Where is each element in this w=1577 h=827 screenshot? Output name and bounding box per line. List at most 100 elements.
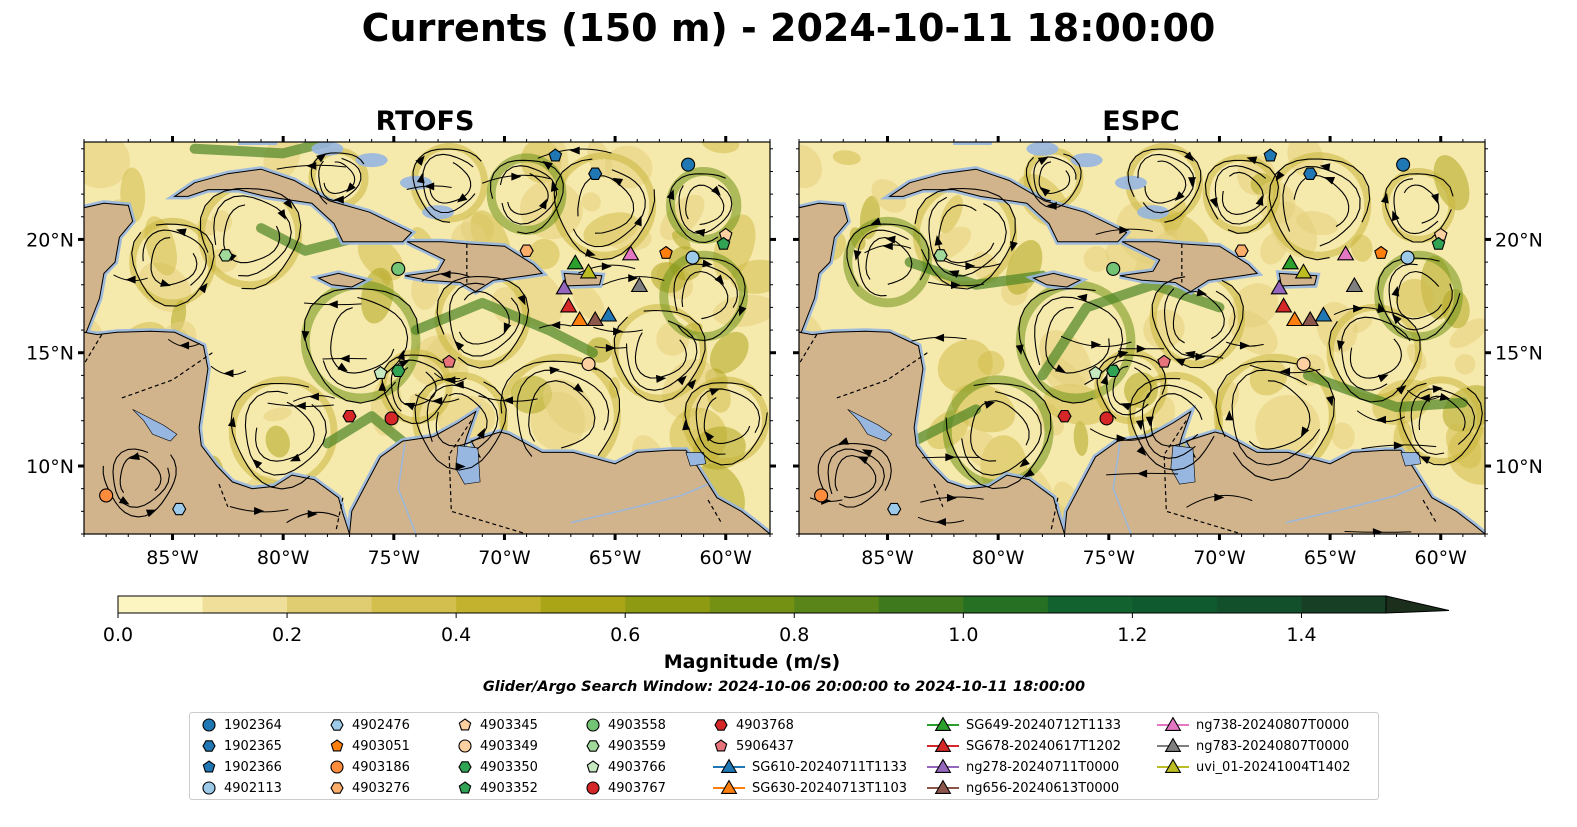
- y-tick-label: 20°N: [1495, 229, 1543, 251]
- streamline-arrow: [857, 456, 869, 465]
- legend-item: 1902365: [200, 736, 282, 756]
- legend-marker: [458, 781, 472, 794]
- streamline-arrow: [129, 452, 140, 460]
- streamline: [1137, 153, 1195, 214]
- legend-label: 4903349: [480, 738, 538, 754]
- streamline: [928, 196, 1007, 277]
- streamline: [255, 401, 315, 462]
- legend-label: 4902476: [352, 717, 410, 733]
- streamline-arrow: [1184, 151, 1194, 162]
- colorbar-segment: [963, 596, 1049, 613]
- y-tick-label: 20°N: [26, 229, 74, 251]
- streamline: [1172, 290, 1225, 344]
- marker-1902365: [588, 167, 603, 180]
- circle-marker-icon: [458, 739, 472, 753]
- legend-label: 5906437: [736, 738, 794, 754]
- legend-item: 4903767: [584, 778, 666, 798]
- streamline: [381, 354, 448, 425]
- pentagon-marker-icon: [330, 739, 344, 752]
- streamline-arrow: [1246, 156, 1258, 165]
- legend-marker: [202, 760, 216, 773]
- streamline: [414, 378, 507, 471]
- streamline-arrow: [175, 228, 187, 237]
- triangle-marker-icon: [713, 779, 745, 794]
- colorbar-tick-label: 1.2: [1117, 624, 1147, 646]
- colorbar-segment: [1047, 596, 1133, 613]
- streamline-arrow: [1419, 456, 1431, 465]
- streamline-arrow: [1055, 364, 1066, 373]
- streamline: [1144, 160, 1187, 204]
- legend-label: SG678-20240617T1202: [966, 738, 1122, 754]
- marker-4903352: [716, 236, 731, 250]
- x-tick-label: 85°W: [146, 547, 199, 569]
- triangle-marker-icon: [927, 737, 959, 752]
- colorbar-tick-label: 0.0: [103, 624, 133, 646]
- legend-marker: [934, 737, 952, 752]
- streamline: [390, 359, 444, 412]
- streamline-arrow: [1439, 392, 1451, 401]
- colorbar-segment: [202, 596, 288, 613]
- legend-item: 4903345: [456, 715, 538, 735]
- marker-4903558: [1106, 261, 1121, 276]
- marker-1902364: [1396, 157, 1411, 172]
- pentagon-marker-icon: [458, 781, 472, 794]
- marker-ng783-20240807T0000: [630, 276, 649, 293]
- streamline-arrow: [1046, 202, 1057, 211]
- streamline-arrow: [573, 383, 584, 393]
- x-tick-label: 60°W: [700, 547, 753, 569]
- streamline-arrow: [1391, 285, 1400, 297]
- hexagon-marker-icon: [458, 761, 472, 773]
- streamline-arrow: [160, 279, 171, 287]
- streamline: [1096, 354, 1167, 420]
- legend-item: ng783-20240807T0000: [1156, 736, 1349, 756]
- legend-label: uvi_01-20241004T1402: [1196, 759, 1351, 775]
- streamline-arrow: [861, 449, 873, 458]
- legend-marker: [330, 739, 344, 752]
- streamline-arrow: [676, 375, 687, 386]
- streamline: [244, 390, 327, 476]
- marker-SG649-20240712T1133: [1281, 254, 1300, 270]
- marker-SG630-20240713T1103: [570, 310, 589, 327]
- legend-item: 1902366: [200, 757, 282, 777]
- streamline-arrow: [503, 322, 512, 334]
- colorbar-tick-label: 0.6: [610, 624, 640, 646]
- streamline: [1033, 156, 1077, 202]
- streamline-arrow: [1174, 358, 1186, 367]
- streamline-arrow: [934, 235, 943, 246]
- lake: [1170, 445, 1196, 485]
- streamline-arrow: [337, 362, 348, 372]
- triangle-marker-icon: [1157, 737, 1189, 752]
- espc-map: 85°W 80°W 75°W 70°W 65°W 60°W 20°N 15°N 10°N: [793, 136, 1543, 569]
- legend-item: 4903276: [328, 778, 410, 798]
- marker-4903276: [1234, 244, 1249, 257]
- marker-4903051: [659, 245, 673, 259]
- legend-item: 4903051: [328, 736, 410, 756]
- streamline-arrow: [538, 198, 547, 210]
- streamline: [436, 275, 530, 369]
- legend-item: SG630-20240713T1103: [712, 778, 907, 798]
- streamline-arrow: [1174, 191, 1185, 202]
- streamline-arrow: [1326, 395, 1334, 407]
- streamline: [1034, 296, 1124, 385]
- streamline: [1141, 384, 1203, 459]
- streamline-arrow: [612, 177, 624, 187]
- streamline-arrow: [1209, 197, 1218, 209]
- rtofs-map: 85°W 80°W 75°W 70°W 65°W 60°W 20°N 15°N 10°N: [26, 136, 776, 569]
- streamline-arrow: [711, 185, 721, 196]
- legend-marker: [714, 739, 728, 752]
- x-tick-label: 75°W: [368, 547, 421, 569]
- colorbar-segment: [878, 596, 964, 613]
- legend-label: 4903559: [608, 738, 666, 754]
- legend-marker: [586, 740, 600, 752]
- streamline: [681, 270, 729, 320]
- streamline: [322, 296, 409, 389]
- streamline: [1204, 159, 1280, 234]
- marker-SG610-20240711T1133: [1314, 306, 1333, 322]
- streamline-arrow: [198, 282, 208, 294]
- streamline: [310, 152, 365, 205]
- streamline-arrow: [145, 509, 157, 518]
- legend-marker: [330, 760, 344, 774]
- pentagon-marker-icon: [714, 739, 728, 752]
- legend-label: 4903558: [608, 717, 666, 733]
- streamline-arrow: [694, 228, 706, 237]
